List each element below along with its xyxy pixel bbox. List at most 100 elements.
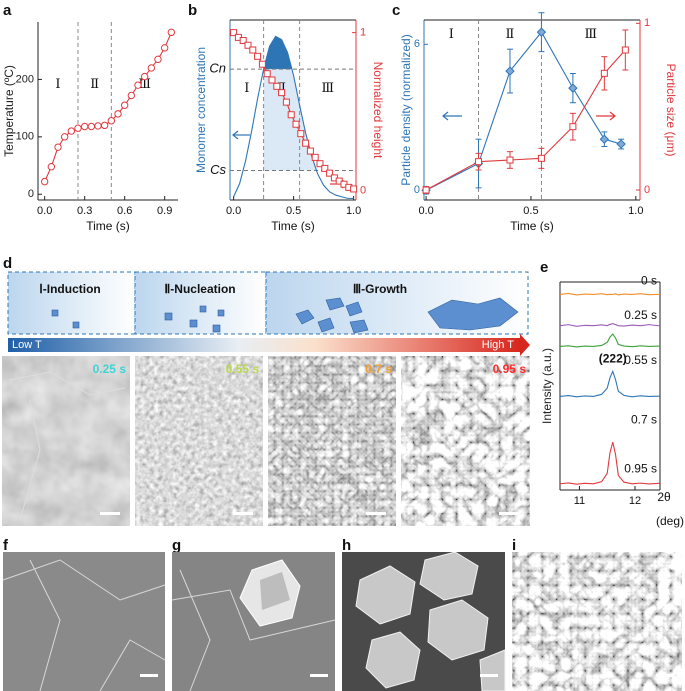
sem-image bbox=[401, 356, 530, 526]
crystals bbox=[51, 297, 519, 334]
point bbox=[249, 46, 257, 54]
point bbox=[616, 139, 626, 149]
x-tick-label: 0.3 bbox=[77, 205, 92, 217]
stage-box bbox=[7, 271, 136, 335]
x-tick-label: 0.0 bbox=[418, 205, 433, 217]
scale-bar bbox=[310, 674, 328, 677]
series-label: 0.25 s bbox=[624, 308, 657, 322]
crystal bbox=[419, 551, 479, 601]
sem-image bbox=[512, 552, 682, 691]
point bbox=[74, 124, 82, 132]
series-label: 0.55 s bbox=[624, 353, 657, 367]
series-label: 0 s bbox=[641, 273, 657, 287]
scale-bar bbox=[499, 512, 519, 515]
sem-image bbox=[2, 356, 130, 526]
y-tick-label: 0 bbox=[28, 188, 34, 200]
crack bbox=[19, 399, 41, 521]
annotation: (222) bbox=[599, 352, 627, 366]
crystal bbox=[479, 649, 506, 691]
point bbox=[537, 154, 545, 162]
point bbox=[422, 186, 430, 194]
panel-label: a bbox=[3, 2, 12, 19]
time-label: 0.95 s bbox=[493, 362, 527, 376]
y-axis-label: Monomer concentration bbox=[194, 47, 208, 173]
region-label: Ⅰ bbox=[55, 77, 60, 92]
series-line bbox=[233, 35, 354, 199]
scale-bar bbox=[366, 512, 386, 515]
arrow-head bbox=[609, 111, 616, 121]
panel-label: c bbox=[392, 2, 400, 19]
sem-image bbox=[135, 356, 263, 526]
crystal bbox=[355, 565, 416, 625]
crack bbox=[171, 589, 336, 641]
cracks bbox=[2, 559, 166, 691]
y-tick-label: Cs bbox=[210, 162, 226, 177]
scale-bar bbox=[656, 674, 674, 677]
point bbox=[568, 83, 578, 93]
x-tick-label: 0.5 bbox=[286, 205, 301, 217]
crack bbox=[2, 559, 166, 601]
y2-tick-label: 1 bbox=[360, 27, 366, 39]
y2-axis-label: Normalized height bbox=[371, 62, 385, 159]
point bbox=[54, 143, 62, 151]
series-line bbox=[425, 31, 622, 191]
point bbox=[287, 111, 295, 119]
x-tick-label: 0.9 bbox=[157, 205, 172, 217]
series-label: 0.95 s bbox=[624, 462, 657, 476]
point bbox=[506, 156, 514, 164]
schematic: Ⅰ-Induction Ⅱ-Nucleation Ⅲ-Growth Low T … bbox=[7, 271, 530, 356]
point bbox=[278, 89, 286, 97]
crystal bbox=[317, 317, 335, 333]
region-label: Ⅱ bbox=[277, 81, 286, 96]
sem-image bbox=[268, 356, 396, 526]
series-line bbox=[559, 333, 661, 348]
point bbox=[120, 101, 129, 109]
cracks bbox=[171, 569, 336, 691]
x-tick-label: 0.0 bbox=[37, 205, 52, 217]
crystal bbox=[365, 631, 421, 689]
series-line bbox=[425, 49, 626, 191]
crystal bbox=[189, 319, 198, 328]
point bbox=[316, 160, 324, 168]
series-line bbox=[559, 369, 661, 398]
x-tick-label: 12 bbox=[629, 495, 641, 507]
crystal bbox=[427, 297, 519, 331]
crystal bbox=[295, 309, 315, 325]
point bbox=[621, 46, 629, 54]
scale-bar bbox=[140, 674, 158, 677]
crack bbox=[179, 569, 211, 691]
y-axis-label: Temperature (ºC) bbox=[2, 65, 16, 157]
point bbox=[282, 98, 290, 106]
y-axis-label: Particle density (normalized) bbox=[399, 34, 413, 185]
crystal bbox=[51, 309, 59, 317]
x-tick-label: 1.0 bbox=[346, 205, 361, 217]
x-axis-label: 2θ bbox=[657, 490, 671, 504]
arrow-head bbox=[442, 111, 449, 121]
x-axis-unit: (deg) bbox=[656, 514, 684, 528]
x-axis-label: Time (s) bbox=[86, 219, 130, 233]
stage-label: Ⅰ-Induction bbox=[39, 282, 101, 296]
crystal bbox=[325, 297, 345, 311]
crystal bbox=[199, 305, 207, 313]
point bbox=[127, 91, 136, 100]
crystal bbox=[164, 312, 173, 321]
scale-bar bbox=[100, 512, 120, 515]
region-label: Ⅱ bbox=[506, 27, 515, 42]
y-tick-label: 6 bbox=[414, 38, 420, 50]
point bbox=[87, 122, 96, 131]
crystal bbox=[212, 324, 221, 333]
point bbox=[154, 55, 162, 64]
crystal bbox=[217, 309, 225, 317]
point bbox=[244, 41, 252, 49]
point bbox=[94, 122, 102, 130]
point bbox=[254, 52, 262, 60]
y-tick-label: 0 bbox=[414, 184, 420, 196]
point bbox=[47, 162, 56, 171]
crystal bbox=[72, 321, 80, 329]
sem-row: 0.25 s 0.55 s 0.7 s 0.95 s bbox=[2, 356, 530, 526]
y2-tick-label: 0 bbox=[644, 184, 650, 196]
region-label: Ⅰ bbox=[449, 27, 454, 42]
point bbox=[600, 69, 608, 77]
crack bbox=[29, 559, 61, 691]
crystal bbox=[345, 301, 363, 317]
